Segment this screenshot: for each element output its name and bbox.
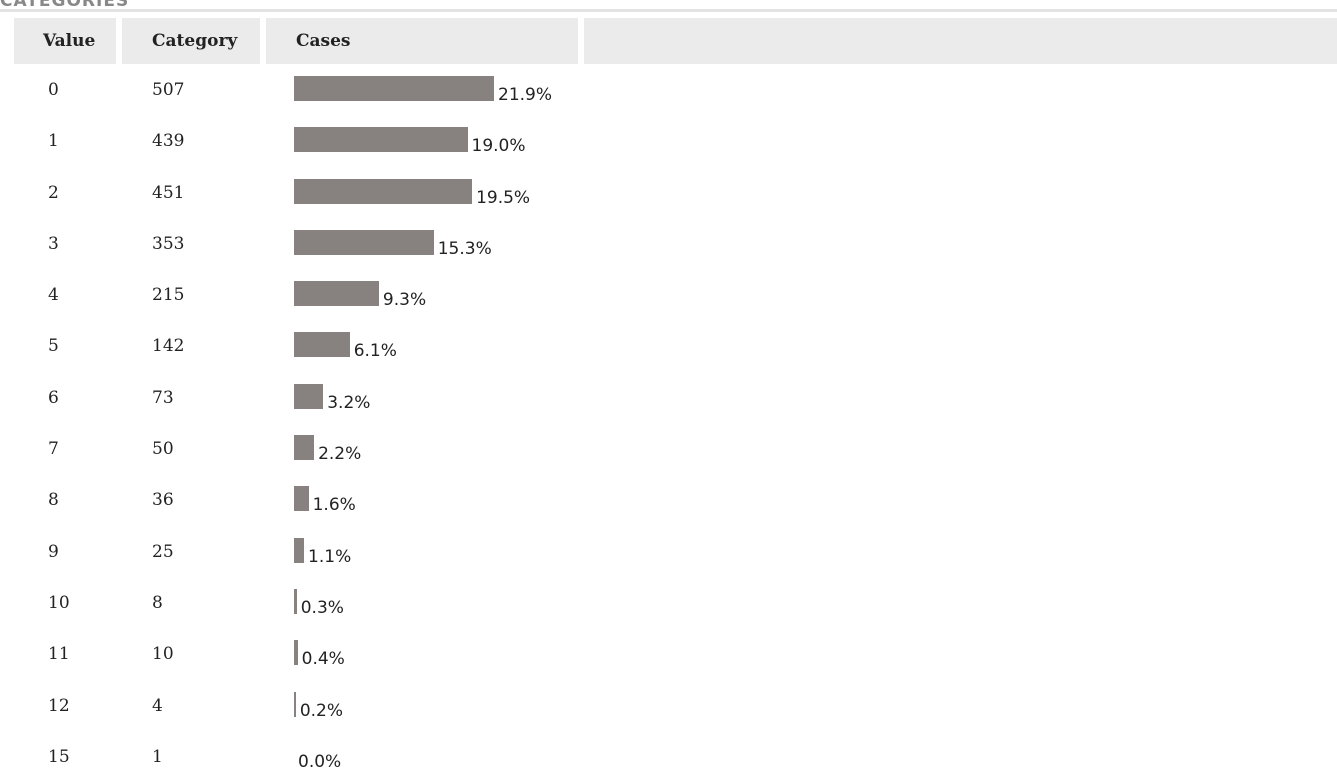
cases-bar (294, 537, 305, 563)
header-text: Cases (296, 31, 351, 51)
value-cell: 12 (48, 695, 70, 716)
table-row: 3 353 15.3% (0, 219, 1337, 270)
category-cell: 215 (152, 285, 185, 306)
header-text: Category (152, 31, 238, 51)
value-cell: 11 (48, 644, 70, 665)
value-cell: 4 (48, 285, 59, 306)
table-row: 1 439 19.0% (0, 116, 1337, 167)
cases-label: 1.1% (308, 546, 352, 567)
cases-label: 2.2% (318, 444, 362, 465)
cases-bar (294, 435, 315, 461)
header-cell (584, 18, 1337, 64)
cases-label: 0.4% (301, 649, 345, 670)
table-row: 2 451 19.5% (0, 168, 1337, 219)
table-row: 8 36 1.6% (0, 475, 1337, 526)
header-text: Value (43, 31, 96, 51)
category-cell: 10 (152, 644, 174, 665)
table-row: 5 142 6.1% (0, 321, 1337, 372)
header-cell: Category (122, 18, 260, 64)
cases-bar (294, 486, 309, 512)
cases-bar (294, 229, 434, 255)
table-row: 7 50 2.2% (0, 424, 1337, 475)
value-cell: 15 (48, 746, 70, 767)
category-cell: 50 (152, 439, 174, 460)
cases-label: 0.3% (300, 597, 344, 618)
cases-bar (294, 383, 324, 409)
value-cell: 2 (48, 182, 59, 203)
cases-label: 3.2% (327, 392, 371, 413)
cases-bar (294, 76, 494, 101)
category-cell: 8 (152, 592, 163, 613)
cases-label: 19.5% (476, 187, 531, 208)
table-header: Value Category Cases (0, 18, 1337, 64)
table-body: 0 507 21.9% 1 439 19.0% 2 451 19.5% 3 353 15.3% 4 215… (0, 65, 1337, 783)
value-cell: 6 (48, 387, 59, 408)
cases-bar (294, 178, 473, 204)
cases-bar (294, 332, 350, 358)
category-cell: 353 (152, 233, 185, 254)
value-cell: 0 (48, 80, 59, 100)
cases-bar (294, 691, 296, 717)
cases-bar (294, 127, 468, 153)
header-cell: Value (14, 18, 116, 64)
category-cell: 142 (152, 336, 185, 357)
cases-label: 9.3% (382, 290, 427, 311)
category-cell: 1 (152, 746, 163, 767)
table-row: 15 1 0.0% (0, 732, 1337, 783)
cases-label: 0.0% (298, 751, 342, 772)
cases-label: 19.0% (471, 136, 526, 157)
value-cell: 8 (48, 490, 59, 511)
value-cell: 3 (48, 233, 59, 254)
value-cell: 1 (48, 131, 59, 152)
cases-bar (294, 281, 379, 307)
section-title: CATEGORIES (0, 0, 130, 11)
category-cell: 507 (152, 80, 185, 100)
table-row: 0 507 21.9% (0, 65, 1337, 116)
category-cell: 451 (152, 182, 185, 203)
table-row: 10 8 0.3% (0, 578, 1337, 629)
value-cell: 9 (48, 541, 59, 562)
cases-bar (294, 640, 298, 666)
cases-label: 0.2% (299, 700, 344, 721)
table-row: 11 10 0.4% (0, 629, 1337, 680)
cases-label: 1.6% (312, 495, 356, 516)
category-cell: 36 (152, 490, 174, 511)
table-row: 12 4 0.2% (0, 681, 1337, 732)
cases-bar (294, 588, 297, 614)
value-cell: 5 (48, 336, 59, 357)
value-cell: 7 (48, 439, 59, 460)
value-cell: 10 (48, 592, 70, 613)
divider (0, 9, 1337, 12)
cases-label: 21.9% (498, 85, 553, 105)
cases-label: 6.1% (353, 341, 397, 362)
category-cell: 4 (152, 695, 163, 716)
table-row: 6 73 3.2% (0, 373, 1337, 424)
table-row: 4 215 9.3% (0, 270, 1337, 321)
category-cell: 439 (152, 131, 185, 152)
category-cell: 25 (152, 541, 174, 562)
table-row: 9 25 1.1% (0, 527, 1337, 578)
header-cell: Cases (266, 18, 578, 64)
cases-label: 15.3% (437, 238, 492, 259)
category-cell: 73 (152, 387, 174, 408)
